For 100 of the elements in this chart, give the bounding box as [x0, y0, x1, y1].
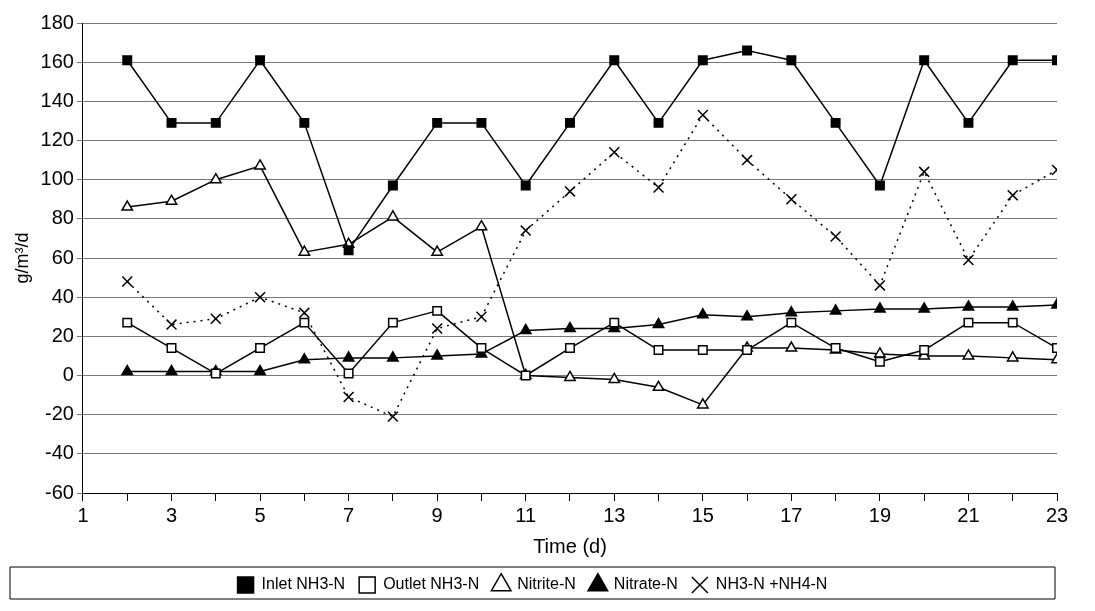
point	[696, 398, 709, 409]
point	[652, 181, 665, 194]
point	[564, 321, 576, 333]
point	[254, 159, 267, 170]
point	[653, 117, 664, 128]
point	[786, 55, 797, 66]
point	[476, 117, 487, 128]
x-tick-label: 11	[515, 503, 537, 526]
point	[431, 349, 444, 360]
point	[165, 194, 178, 205]
point	[652, 380, 665, 391]
point	[962, 254, 975, 266]
point	[476, 343, 487, 354]
point	[1007, 189, 1019, 202]
point	[387, 180, 398, 191]
point	[342, 351, 355, 362]
point	[742, 345, 753, 356]
point	[918, 166, 930, 178]
point	[122, 317, 133, 328]
y-tick-label: 140	[40, 88, 74, 111]
legend-label: Inlet NH3-N	[261, 575, 346, 593]
point	[697, 345, 708, 356]
point	[432, 117, 443, 128]
point	[1006, 300, 1019, 311]
point	[210, 368, 221, 379]
x-tick-label: 13	[603, 503, 626, 526]
point	[475, 311, 488, 323]
point	[919, 55, 930, 66]
point	[653, 345, 664, 356]
point	[696, 308, 709, 319]
legend-label: Nitrite-N	[517, 575, 576, 593]
y-tick-label: 20	[51, 323, 74, 346]
point	[564, 370, 576, 382]
point	[255, 343, 266, 354]
x-tick-label: 5	[254, 503, 266, 526]
point	[874, 180, 885, 191]
point	[166, 343, 177, 354]
y-tick-label: -60	[45, 480, 74, 503]
point	[963, 317, 974, 328]
x-tick-label: 19	[868, 503, 892, 526]
legend-label: NH3-N +NH4-N	[715, 575, 828, 593]
point	[874, 356, 885, 367]
y-tick-label: 100	[40, 167, 74, 190]
point	[564, 185, 576, 198]
point	[165, 364, 178, 376]
point	[254, 364, 267, 376]
point	[697, 55, 708, 66]
point	[255, 55, 266, 66]
point	[165, 318, 178, 331]
y-tick-label: 40	[51, 284, 74, 307]
x-axis-title: Time (d)	[533, 534, 607, 557]
point	[873, 347, 886, 358]
point	[962, 349, 975, 360]
y-tick-label: -20	[45, 402, 74, 425]
point	[209, 172, 222, 184]
point	[298, 307, 311, 319]
point	[918, 302, 931, 313]
point	[298, 353, 311, 364]
point	[786, 317, 797, 328]
point	[564, 343, 575, 354]
point	[431, 322, 443, 335]
y-tick-label: 120	[40, 128, 74, 151]
point	[741, 154, 753, 166]
point	[299, 317, 310, 328]
point	[343, 368, 354, 379]
y-tick-label: 180	[40, 10, 74, 33]
point	[121, 275, 133, 288]
point	[874, 279, 886, 292]
point	[741, 310, 754, 321]
point	[519, 323, 532, 335]
point	[475, 219, 488, 231]
point	[742, 45, 753, 56]
point	[608, 146, 620, 158]
point	[122, 55, 133, 66]
point	[386, 210, 399, 221]
point	[298, 245, 311, 256]
point	[210, 313, 222, 325]
point	[1007, 55, 1018, 66]
y-tick-label: 60	[51, 245, 74, 268]
point	[520, 224, 532, 237]
x-tick-label: 1	[77, 503, 89, 526]
point	[829, 304, 842, 315]
point	[254, 291, 266, 303]
y-tick-label: -40	[45, 441, 74, 464]
x-tick-label: 23	[1045, 503, 1069, 526]
y-tick-label: 0	[62, 363, 74, 386]
legend-label: Outlet NH3-N	[383, 575, 480, 593]
point	[166, 117, 177, 128]
x-tick-label: 21	[957, 503, 980, 526]
point	[609, 317, 620, 328]
x-tick-label: 7	[343, 503, 355, 526]
point	[873, 302, 886, 313]
y-tick-label: 80	[51, 206, 74, 229]
point	[919, 345, 930, 356]
point	[343, 245, 354, 256]
point	[785, 306, 798, 317]
y-tick-label: 160	[40, 49, 74, 72]
point	[609, 55, 620, 66]
point	[342, 391, 355, 403]
point	[1006, 351, 1019, 362]
